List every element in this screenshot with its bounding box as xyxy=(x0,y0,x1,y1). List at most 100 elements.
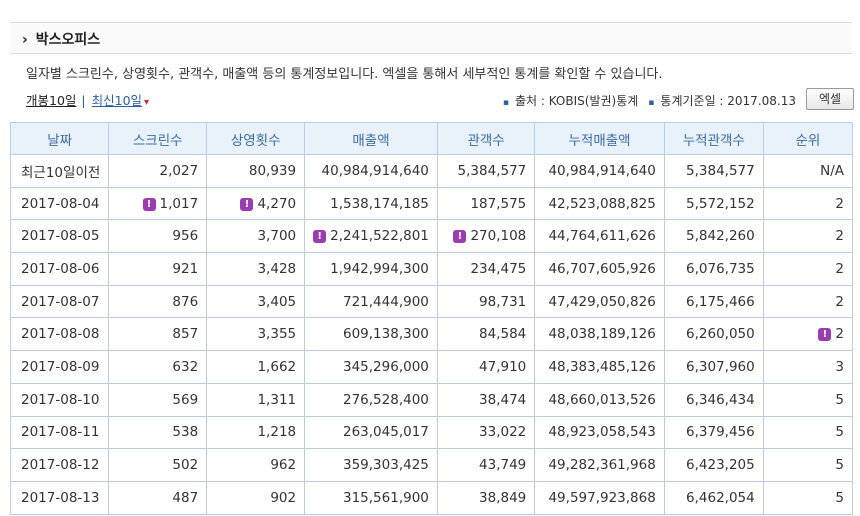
column-header: 날짜 xyxy=(9,122,110,155)
table-row: 2017-08-09 632 1,662 345,296,000 47,910 48,38… xyxy=(9,350,854,384)
table-cell: 2017-08-12 xyxy=(9,448,110,482)
table-cell: 2 xyxy=(762,186,854,221)
table-cell: 2017-08-04 xyxy=(9,186,110,221)
table-row: 2017-08-12 502 962 359,303,425 43,749 49,282,… xyxy=(9,448,854,482)
table-row: 2017-08-06 921 3,428 1,942,994,300 234,475 46… xyxy=(9,252,854,286)
table-cell: 6,175,466 xyxy=(663,284,764,319)
table-cell: 84,584 xyxy=(436,317,536,352)
table-cell: 6,260,050 xyxy=(663,317,764,352)
table-cell: 3,428 xyxy=(206,252,306,286)
table-cell: 6,307,960 xyxy=(663,350,764,384)
table-cell: 49,282,361,968 xyxy=(534,448,665,482)
separator: | xyxy=(81,93,86,108)
table-cell: 2017-08-07 xyxy=(9,284,110,319)
table-cell: 38,849 xyxy=(436,480,536,515)
table-cell: 3,405 xyxy=(206,284,306,319)
header-row: 날짜 스크린수 상영횟수 매출액 관객수 누적매출액 누적관객수 순위 xyxy=(9,122,854,155)
table-cell: ! 270,108 xyxy=(436,219,536,254)
table-cell: 609,138,300 xyxy=(304,317,438,352)
cell-text: 2 xyxy=(835,326,844,343)
table-cell: 최근10일이전 xyxy=(9,154,110,188)
box-office-table: 날짜 스크린수 상영횟수 매출액 관객수 누적매출액 누적관객수 순위 최근10일이전 2,02… xyxy=(9,122,854,515)
tab[interactable]: 최신10일 xyxy=(92,93,149,108)
table-cell: 47,910 xyxy=(436,350,536,384)
table-cell: N/A xyxy=(762,154,854,188)
table-cell: 3 xyxy=(762,350,854,384)
alert-badge: ! xyxy=(313,230,327,244)
source: 출처 : KOBIS(발권)통계 xyxy=(493,94,638,108)
table-cell: 5 xyxy=(762,415,854,450)
column-header: 상영횟수 xyxy=(206,122,306,155)
table-row: 2017-08-10 569 1,311 276,528,400 38,474 48,66… xyxy=(9,382,854,417)
table-cell: 876 xyxy=(108,284,208,319)
table-cell: 569 xyxy=(108,382,208,417)
alert-badge: ! xyxy=(453,230,467,244)
table-cell: 40,984,914,640 xyxy=(304,154,438,188)
table-cell: 359,303,425 xyxy=(304,448,438,482)
table-cell: 632 xyxy=(108,350,208,384)
alert-badge: ! xyxy=(142,197,156,211)
table-cell: 80,939 xyxy=(206,154,306,188)
column-header: 관객수 xyxy=(436,122,536,155)
table-cell: 48,660,013,526 xyxy=(534,382,665,417)
table-cell: 33,022 xyxy=(436,415,536,450)
table-cell: 1,218 xyxy=(206,415,306,450)
table-cell: 487 xyxy=(108,480,208,515)
section-title: 박스오피스 xyxy=(22,29,100,49)
table-cell: 921 xyxy=(108,252,208,286)
table-cell: 857 xyxy=(108,317,208,352)
alert-badge: ! xyxy=(240,197,254,211)
table-cell: ! 4,270 xyxy=(206,186,306,221)
tab[interactable]: 개봉10일 xyxy=(26,93,77,108)
table-cell: 5 xyxy=(762,448,854,482)
table-cell: 5,384,577 xyxy=(663,154,764,188)
table-cell: 5 xyxy=(762,480,854,515)
table-row: 2017-08-07 876 3,405 721,444,900 98,731 47,42… xyxy=(9,284,854,319)
table-cell: 5 xyxy=(762,382,854,417)
table-cell: 1,311 xyxy=(206,382,306,417)
table-cell: 2 xyxy=(762,252,854,286)
table-cell: 47,429,050,826 xyxy=(534,284,665,319)
table-cell: 98,731 xyxy=(436,284,536,319)
column-header: 누적관객수 xyxy=(663,122,764,155)
excel-button[interactable]: 엑셀 xyxy=(806,88,854,110)
table-cell: 48,038,189,126 xyxy=(534,317,665,352)
table-cell: 49,597,923,868 xyxy=(534,480,665,515)
table-cell: 5,842,260 xyxy=(663,219,764,254)
table-cell: 2017-08-11 xyxy=(9,415,110,450)
table-cell: ! 2,241,522,801 xyxy=(304,219,438,254)
alert-badge: ! xyxy=(818,328,832,342)
table-cell: 1,942,994,300 xyxy=(304,252,438,286)
column-header: 누적매출액 xyxy=(534,122,665,155)
table-body: 최근10일이전 2,027 80,939 40,984,914,640 5,384,57… xyxy=(9,154,854,515)
table-cell: 3,700 xyxy=(206,219,306,254)
table-cell: 956 xyxy=(108,219,208,254)
cell-text: 4,270 xyxy=(257,195,297,212)
table-cell: 6,379,456 xyxy=(663,415,764,450)
table-cell: 2017-08-08 xyxy=(9,317,110,352)
cell-text: 1,017 xyxy=(159,195,199,212)
table-cell: 42,523,088,825 xyxy=(534,186,665,221)
table-row: 2017-08-08 857 3,355 609,138,300 84,584 48,03… xyxy=(9,317,854,352)
table-cell: 962 xyxy=(206,448,306,482)
cell-text: 2,241,522,801 xyxy=(330,228,429,245)
table-cell: 6,076,735 xyxy=(663,252,764,286)
table-cell: 48,923,058,543 xyxy=(534,415,665,450)
table-cell: 2,027 xyxy=(108,154,208,188)
table-cell: 1,538,174,185 xyxy=(304,186,438,221)
table-cell: 40,984,914,640 xyxy=(534,154,665,188)
table-cell: 2 xyxy=(762,284,854,319)
table-cell: 538 xyxy=(108,415,208,450)
table-cell: 2017-08-05 xyxy=(9,219,110,254)
table-cell: 2017-08-10 xyxy=(9,382,110,417)
base-date: 통계기준일 : 2017.08.13 xyxy=(638,94,796,108)
column-header: 스크린수 xyxy=(108,122,208,155)
table-cell: 2017-08-13 xyxy=(9,480,110,515)
table-cell: 2017-08-09 xyxy=(9,350,110,384)
column-header: 순위 xyxy=(762,122,854,155)
table-cell: 721,444,900 xyxy=(304,284,438,319)
cell-text: 270,108 xyxy=(470,228,527,245)
table-cell: 48,383,485,126 xyxy=(534,350,665,384)
table-cell: 43,749 xyxy=(436,448,536,482)
